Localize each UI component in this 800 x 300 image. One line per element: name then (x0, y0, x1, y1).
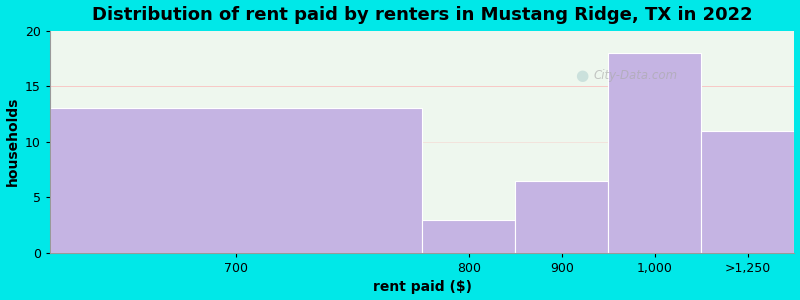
Text: City-Data.com: City-Data.com (594, 69, 678, 82)
Bar (515, 181, 608, 253)
Bar (422, 220, 515, 253)
Text: ●: ● (575, 68, 588, 82)
Y-axis label: households: households (6, 97, 19, 187)
X-axis label: rent paid ($): rent paid ($) (373, 280, 472, 294)
Title: Distribution of rent paid by renters in Mustang Ridge, TX in 2022: Distribution of rent paid by renters in … (92, 6, 753, 24)
Bar (702, 131, 794, 253)
Bar (608, 53, 702, 253)
Bar (50, 108, 422, 253)
